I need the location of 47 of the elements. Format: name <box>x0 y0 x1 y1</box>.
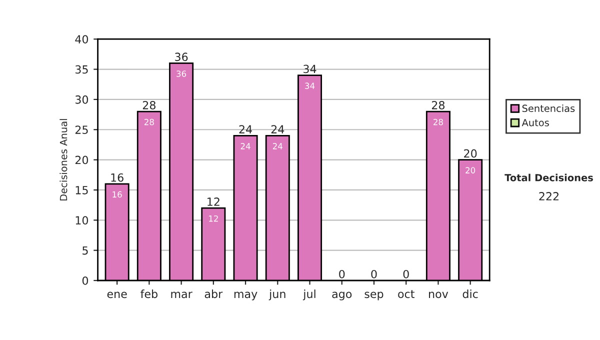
x-tick-label: sep <box>364 292 384 300</box>
data-label: 12 <box>209 215 218 222</box>
total-label: 0 <box>339 270 345 278</box>
data-label: 34 <box>305 82 315 89</box>
total-label: 28 <box>142 100 156 110</box>
x-tick-label: jun <box>268 290 286 300</box>
x-tick-label: dic <box>462 290 478 298</box>
x-tick-label: may <box>234 292 258 300</box>
x-tick-label: oct <box>398 290 414 298</box>
y-axis-title: Decisiones Anual <box>60 119 68 200</box>
y-tick-label: 5 <box>82 246 88 255</box>
x-tick-label: ene <box>107 292 127 298</box>
x-tick-label: jul <box>302 290 316 300</box>
total-label: 36 <box>175 52 188 62</box>
x-tick-label: feb <box>140 290 158 298</box>
total-label: 0 <box>371 270 377 278</box>
total-label: 24 <box>271 125 284 134</box>
text: 222 <box>539 192 558 200</box>
total-label: 34 <box>304 64 316 74</box>
y-tick-label: 40 <box>75 35 88 44</box>
total-label: 12 <box>208 198 220 206</box>
x-tick-label: nov <box>429 292 448 298</box>
total-label: 20 <box>464 149 477 158</box>
data-label: 24 <box>240 143 250 150</box>
total-label: 24 <box>239 125 252 134</box>
y-tick-label: 20 <box>75 156 88 164</box>
total-label: 16 <box>111 173 124 182</box>
data-label: 24 <box>272 143 282 150</box>
x-tick-label: abr <box>204 290 223 298</box>
y-tick-label: 15 <box>76 186 88 194</box>
data-label: 28 <box>434 118 443 126</box>
data-label: 28 <box>144 118 154 126</box>
text: Total Decisiones <box>504 174 593 182</box>
y-tick-label: 25 <box>75 126 88 134</box>
y-tick-label: 0 <box>82 276 88 285</box>
y-tick-label: 10 <box>76 216 88 225</box>
x-tick-label: ago <box>332 292 352 300</box>
total-label: 0 <box>403 270 409 278</box>
legend-label: Autos <box>522 119 549 126</box>
data-label: 20 <box>466 167 476 174</box>
total-label: 28 <box>432 100 445 110</box>
x-tick-label: mar <box>171 292 192 298</box>
y-tick-label: 35 <box>75 65 88 74</box>
data-label: 16 <box>112 191 122 198</box>
y-tick-label: 30 <box>75 95 88 104</box>
legend-label: Sentencias <box>522 104 575 112</box>
data-label: 36 <box>176 70 186 77</box>
